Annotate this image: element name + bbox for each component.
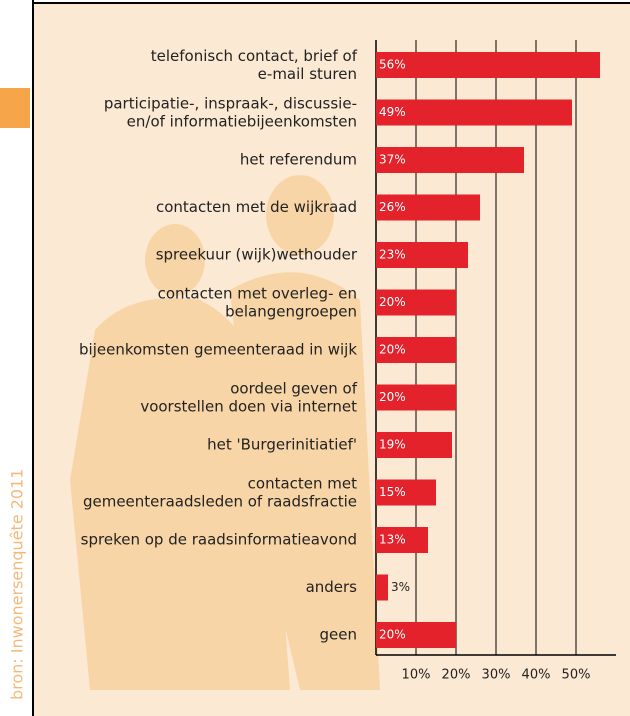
tab <box>0 88 30 128</box>
category-label: anders <box>306 578 358 596</box>
category-label: spreken op de raadsinformatieavond <box>81 531 357 549</box>
value-label: 20% <box>379 343 406 357</box>
source: bron: Inwonersenquête 2011 <box>8 469 27 700</box>
value-label: 20% <box>379 628 406 642</box>
category-label: het referendum <box>240 151 357 169</box>
category-label: participatie-, inspraak-, discussie-en/o… <box>104 94 357 130</box>
value-label: 15% <box>379 485 406 499</box>
value-label: 26% <box>379 200 406 214</box>
value-label: 3% <box>391 580 410 594</box>
value-label: 19% <box>379 438 406 452</box>
x-tick-label: 10% <box>402 668 431 683</box>
category-label: het 'Burgerinitiatief' <box>207 436 357 454</box>
category-label: geen <box>320 626 358 644</box>
x-tick-label: 40% <box>522 668 551 683</box>
x-tick-label: 50% <box>562 668 591 683</box>
x-tick-label: 30% <box>482 668 511 683</box>
value-label: 20% <box>379 295 406 309</box>
value-label: 23% <box>379 248 406 262</box>
category-label: contacten met de wijkraad <box>156 198 357 216</box>
bar <box>376 575 388 601</box>
value-label: 49% <box>379 105 406 119</box>
value-label: 13% <box>379 533 406 547</box>
value-label: 56% <box>379 58 406 72</box>
value-label: 37% <box>379 153 406 167</box>
bar <box>376 52 600 78</box>
value-label: 20% <box>379 390 406 404</box>
chart: bron: Inwonersenquête 2011 10% 20% 30% 40% 5… <box>0 0 630 716</box>
category-label: spreekuur (wijk)wethouder <box>156 246 358 264</box>
category-label: bijeenkomsten gemeenteraad in wijk <box>79 341 357 359</box>
x-tick-label: 20% <box>442 668 471 683</box>
